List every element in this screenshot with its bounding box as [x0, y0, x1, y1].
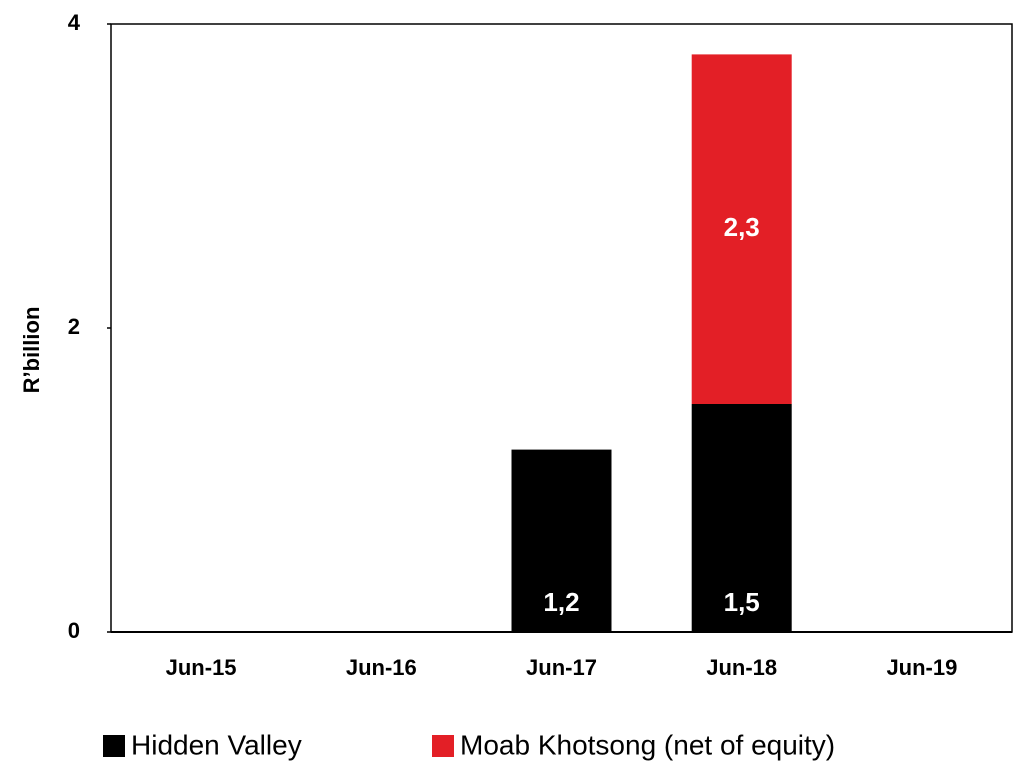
legend-swatch [432, 735, 454, 757]
x-tick-label: Jun-15 [166, 655, 237, 680]
y-tick-label: 0 [68, 618, 80, 643]
bar [691, 404, 792, 632]
legend-swatch [103, 735, 125, 757]
data-label: 1,2 [543, 587, 579, 617]
x-tick-label: Jun-18 [706, 655, 777, 680]
bar [511, 449, 612, 632]
y-tick-label: 4 [68, 10, 81, 35]
y-tick-label: 2 [68, 314, 80, 339]
x-tick-label: Jun-19 [886, 655, 957, 680]
x-tick-label: Jun-17 [526, 655, 597, 680]
y-axis-label: R’billion [19, 307, 44, 394]
legend-label: Moab Khotsong (net of equity) [460, 729, 835, 760]
data-label: 1,5 [724, 587, 760, 617]
x-tick-label: Jun-16 [346, 655, 417, 680]
bar [691, 54, 792, 405]
legend-label: Hidden Valley [131, 729, 302, 760]
data-label: 2,3 [724, 212, 760, 242]
